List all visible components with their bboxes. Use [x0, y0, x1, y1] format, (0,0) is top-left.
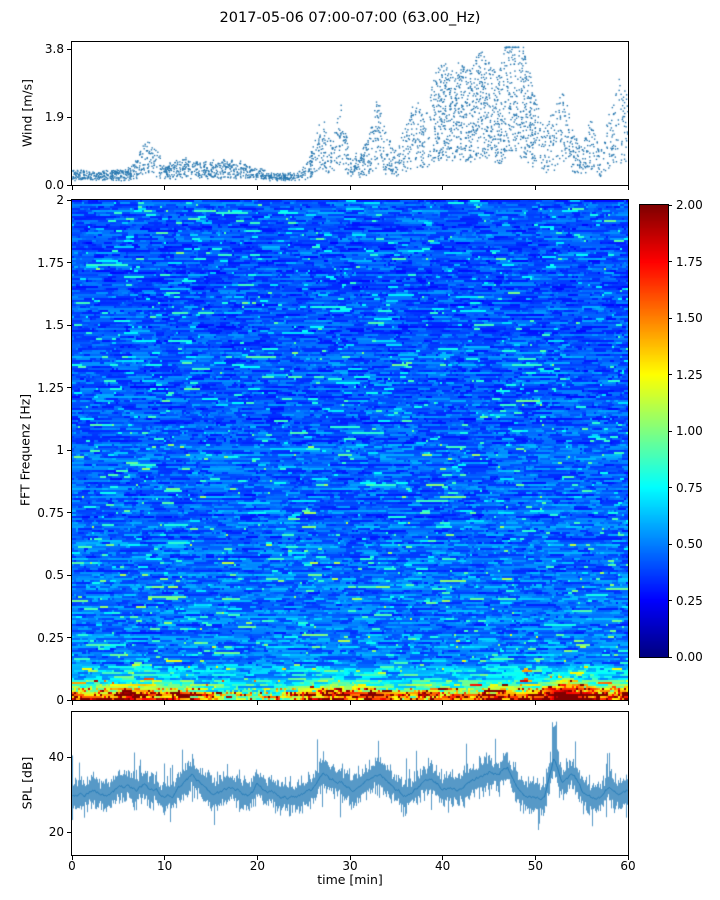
wind-tick-mark: [67, 184, 71, 186]
fft-tick-label: 1.5: [44, 318, 64, 332]
spl-tick-label: 40: [48, 750, 64, 765]
fft-tick-label: 0.25: [37, 630, 64, 645]
x-tick-mark: [442, 856, 444, 860]
x-tick-mark: [164, 856, 166, 860]
colorbar-tick-mark: [668, 656, 672, 658]
wind-scatter-plot: [72, 42, 628, 185]
fft-tick-label: 1.75: [37, 255, 64, 270]
spl-panel: [71, 711, 629, 856]
x-tick-mark: [71, 186, 73, 190]
colorbar-tick-label: 1.50: [676, 311, 703, 325]
colorbar-tick-mark: [668, 543, 672, 545]
x-tick-mark: [627, 856, 629, 860]
colorbar-tick-label: 0.50: [676, 537, 703, 551]
colorbar-tick-mark: [668, 204, 672, 206]
spectrogram-panel: [71, 199, 629, 701]
x-tick-mark: [442, 186, 444, 190]
wind-tick-label: 3.8: [44, 42, 64, 57]
spl-line-plot: [72, 712, 628, 855]
fft-tick-mark: [67, 387, 71, 388]
x-tick-mark: [349, 856, 351, 860]
wind-tick-mark: [67, 48, 71, 50]
colorbar: [639, 204, 669, 658]
fft-tick-mark: [67, 324, 71, 326]
colorbar-gradient: [640, 205, 668, 657]
fft-tick-mark: [67, 199, 71, 201]
x-tick-mark: [534, 186, 536, 190]
x-tick-mark: [442, 701, 444, 705]
fft-tick-mark: [67, 637, 71, 638]
x-tick-mark: [256, 856, 258, 860]
x-tick-label: 10: [157, 859, 173, 873]
x-tick-mark: [349, 186, 351, 190]
colorbar-tick-mark: [668, 317, 672, 319]
chart-title: 2017-05-06 07:00-07:00 (63.00_Hz): [219, 10, 481, 26]
x-tick-mark: [534, 701, 536, 705]
wind-tick-mark: [67, 116, 71, 118]
wind-tick-label: 0.0: [44, 178, 64, 192]
x-tick-mark: [627, 186, 629, 190]
fft-tick-label: 0.75: [37, 505, 64, 520]
wind-panel: [71, 41, 629, 186]
colorbar-tick-label: 1.75: [676, 254, 703, 269]
x-tick-mark: [534, 856, 536, 860]
x-tick-mark: [164, 186, 166, 190]
colorbar-tick-label: 0.00: [676, 650, 703, 664]
wind-tick-label: 1.9: [44, 110, 64, 125]
x-tick-label: 40: [435, 859, 451, 873]
x-tick-mark: [164, 701, 166, 705]
fft-tick-mark: [67, 574, 71, 576]
x-tick-label: 20: [249, 859, 265, 873]
fft-tick-label: 1: [56, 443, 64, 457]
x-tick-mark: [71, 701, 73, 705]
fft-tick-label: 1.25: [37, 380, 64, 395]
fft-tick-label: 2: [56, 193, 64, 207]
x-tick-label: 60: [620, 859, 636, 873]
spectrogram-heatmap: [72, 200, 628, 700]
spl-tick-label: 20: [48, 825, 64, 840]
x-tick-mark: [71, 856, 73, 860]
x-tick-label: 50: [527, 859, 543, 873]
fft-tick-mark: [67, 699, 71, 701]
x-axis-label: time [min]: [317, 872, 383, 887]
colorbar-tick-label: 1.25: [676, 367, 703, 382]
colorbar-tick-label: 0.75: [676, 480, 703, 495]
colorbar-tick-mark: [668, 487, 672, 488]
x-tick-label: 0: [68, 859, 76, 873]
x-tick-label: 30: [342, 859, 358, 873]
fft-tick-label: 0.5: [44, 568, 64, 582]
spl-tick-mark: [67, 756, 71, 758]
colorbar-tick-mark: [668, 261, 672, 262]
x-tick-mark: [256, 186, 258, 190]
fft-tick-mark: [67, 512, 71, 513]
x-tick-mark: [349, 701, 351, 705]
colorbar-tick-label: 2.00: [676, 198, 703, 212]
x-tick-mark: [627, 701, 629, 705]
fft-tick-mark: [67, 449, 71, 451]
colorbar-tick-label: 0.25: [676, 593, 703, 608]
colorbar-tick-mark: [668, 600, 672, 601]
colorbar-tick-mark: [668, 374, 672, 375]
fft-tick-mark: [67, 262, 71, 263]
spl-tick-mark: [67, 831, 71, 833]
colorbar-tick-label: 1.00: [676, 424, 703, 438]
fft-tick-label: 0: [56, 693, 64, 707]
x-tick-mark: [256, 701, 258, 705]
colorbar-tick-mark: [668, 430, 672, 432]
